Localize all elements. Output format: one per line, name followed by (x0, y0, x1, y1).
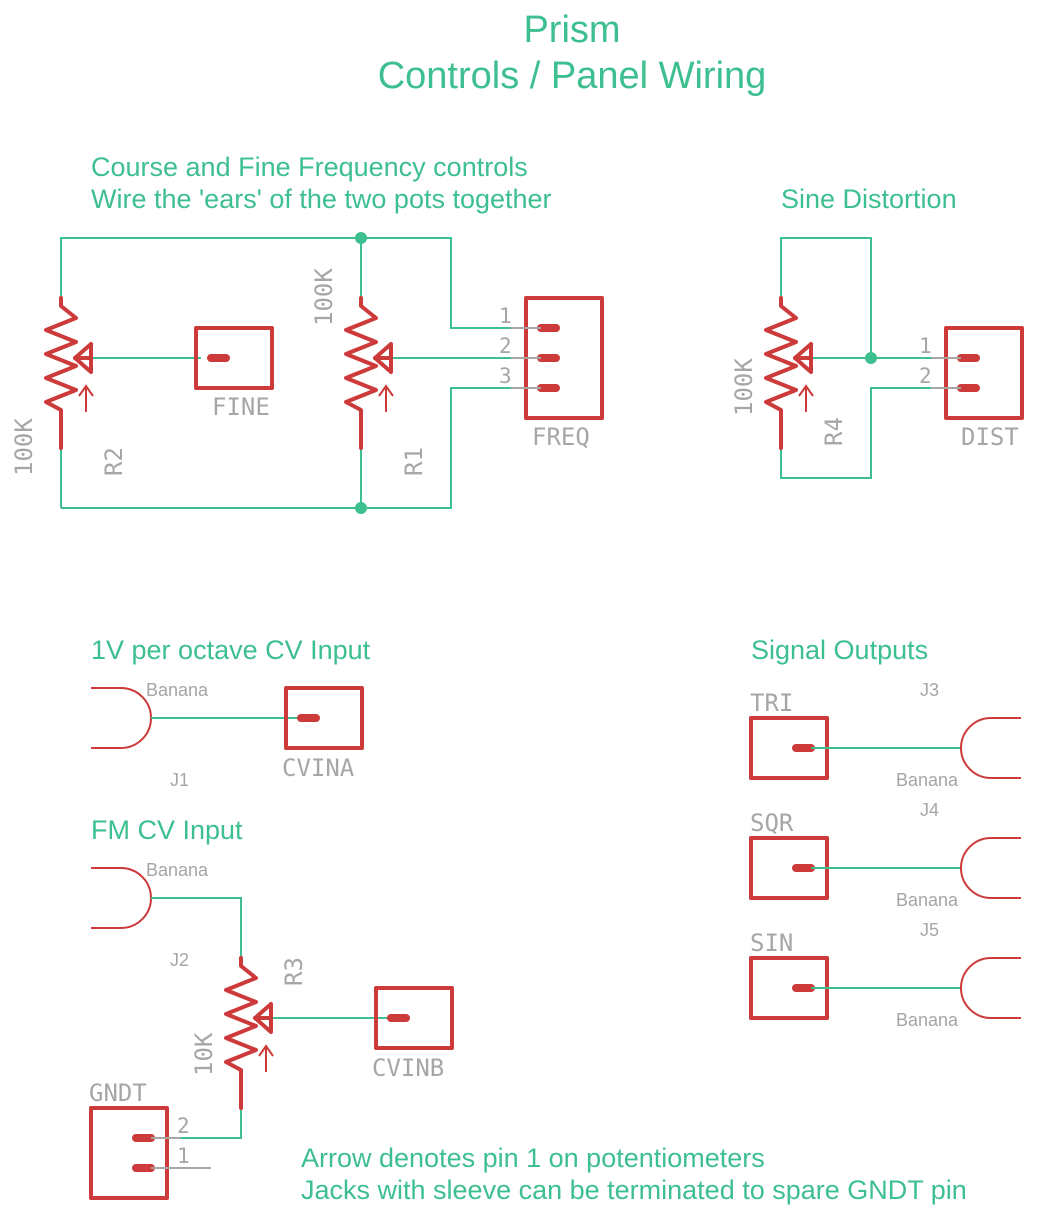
j2-banana-label: Banana (146, 860, 209, 880)
fm-wires (151, 897, 391, 1139)
r1-potentiometer (344, 296, 394, 450)
j2-banana-jack (91, 867, 152, 929)
note-footer-line1: Arrow denotes pin 1 on potentiometers (301, 1143, 765, 1173)
dist-wires (780, 237, 931, 479)
cvinb-label: CVINB (372, 1054, 444, 1082)
j5-banana-jack (960, 957, 1021, 1019)
r3-value-label: 10K (190, 1032, 218, 1076)
j4-banana-label: Banana (896, 890, 959, 910)
note-freq-line1: Course and Fine Frequency controls (91, 152, 528, 182)
r3-potentiometer (224, 956, 274, 1110)
j4-banana-jack (960, 837, 1021, 899)
r4-name-label: R4 (820, 417, 848, 446)
sin-label: SIN (750, 929, 793, 957)
dist-pin2: 2 (919, 364, 932, 388)
tri-label: TRI (750, 689, 793, 717)
gndt-connector (89, 1106, 211, 1200)
note-dist: Sine Distortion (781, 184, 957, 214)
freq-label: FREQ (532, 423, 590, 451)
freq-connector (511, 296, 604, 420)
r2-value-label: 100K (10, 418, 38, 476)
title-line1: Prism (523, 9, 620, 51)
cvina-label: CVINA (282, 754, 355, 782)
j1-banana-jack (91, 687, 152, 749)
gndt-label: GNDT (89, 1079, 147, 1107)
j4-label: J4 (920, 800, 939, 820)
sqr-label: SQR (750, 809, 794, 837)
r1-name-label: R1 (400, 447, 428, 476)
note-freq-line2: Wire the 'ears' of the two pots together (91, 184, 552, 214)
j1-label: J1 (170, 770, 189, 790)
fine-connector (194, 326, 274, 390)
note-voct: 1V per octave CV Input (91, 635, 371, 665)
dist-pin1: 1 (919, 334, 932, 358)
dist-connector (931, 326, 1024, 420)
j5-label: J5 (920, 920, 939, 940)
j3-label: J3 (920, 680, 939, 700)
r1-value-label: 100K (310, 268, 338, 326)
cvinb-connector (374, 986, 454, 1050)
gndt-pin1: 1 (177, 1144, 190, 1168)
dist-label: DIST (961, 423, 1019, 451)
cvina-connector (284, 686, 364, 750)
fine-label: FINE (212, 393, 270, 421)
note-footer-line2: Jacks with sleeve can be terminated to s… (301, 1175, 967, 1205)
title-line2: Controls / Panel Wiring (378, 55, 767, 97)
note-fm: FM CV Input (91, 815, 243, 845)
r3-name-label: R3 (280, 957, 308, 986)
r2-potentiometer (44, 296, 94, 450)
r4-potentiometer (764, 296, 814, 450)
freq-pin3: 3 (499, 364, 512, 388)
r4-value-label: 100K (730, 358, 758, 416)
gndt-pin2: 2 (177, 1114, 190, 1138)
note-outputs: Signal Outputs (751, 635, 928, 665)
j5-banana-label: Banana (896, 1010, 959, 1030)
j2-label: J2 (170, 950, 189, 970)
freq-pin2: 2 (499, 334, 512, 358)
j3-banana-label: Banana (896, 770, 959, 790)
j1-banana-label: Banana (146, 680, 209, 700)
freq-pin1: 1 (499, 304, 512, 328)
r2-name-label: R2 (100, 447, 128, 476)
j3-banana-jack (960, 717, 1021, 779)
freq-wires (60, 232, 511, 514)
